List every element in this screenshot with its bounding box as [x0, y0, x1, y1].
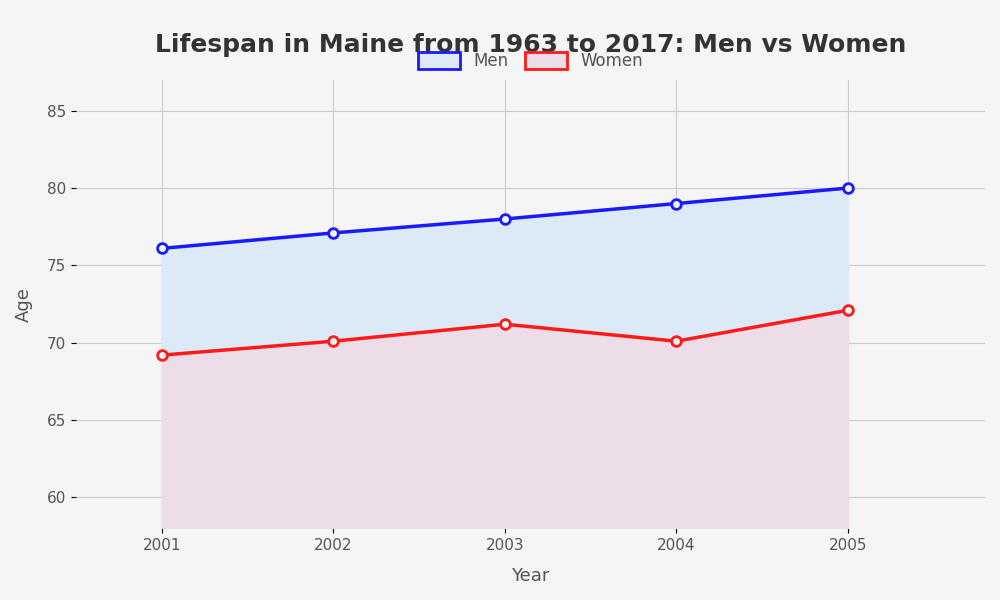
Legend: Men, Women: Men, Women	[410, 43, 651, 78]
Y-axis label: Age: Age	[15, 287, 33, 322]
X-axis label: Year: Year	[511, 567, 550, 585]
Title: Lifespan in Maine from 1963 to 2017: Men vs Women: Lifespan in Maine from 1963 to 2017: Men…	[155, 33, 906, 57]
